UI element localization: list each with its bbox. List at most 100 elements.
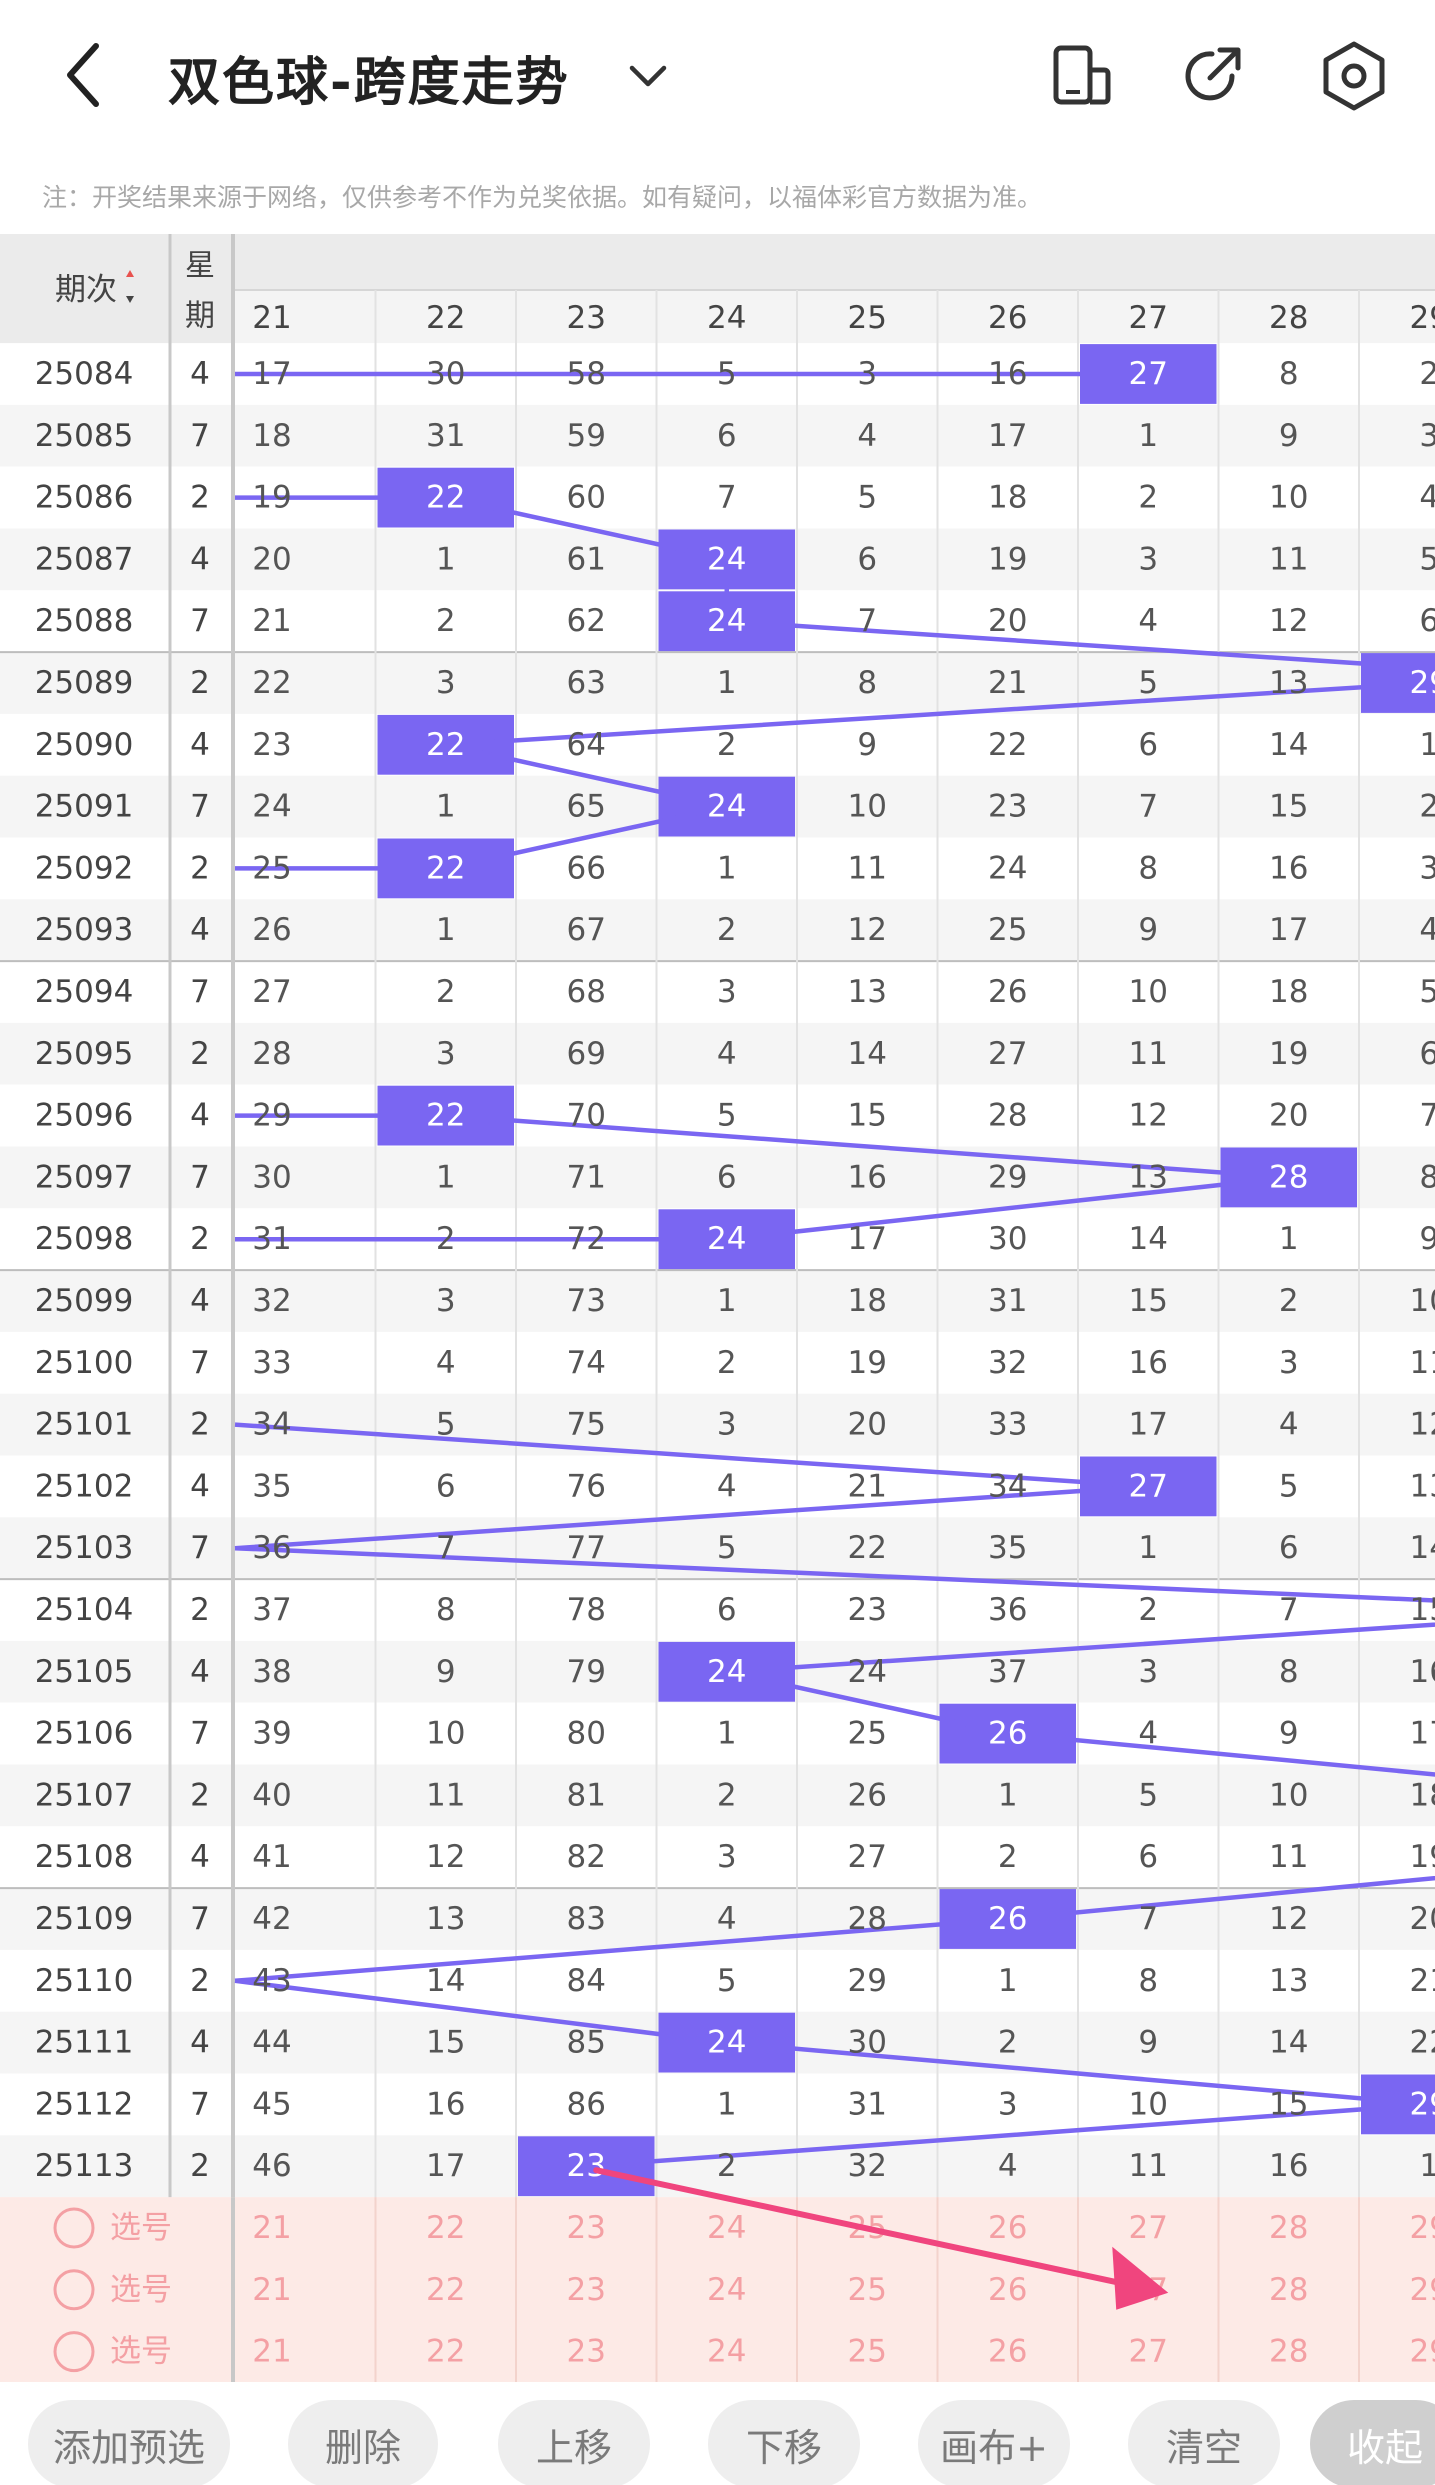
select-number[interactable]: 28 bbox=[1269, 2210, 1308, 2246]
span-cell: 1 bbox=[436, 541, 456, 577]
sort-icon[interactable] bbox=[126, 296, 134, 303]
select-number[interactable]: 24 bbox=[707, 2334, 746, 2370]
span-cell: 24 bbox=[252, 789, 291, 825]
select-number[interactable]: 23 bbox=[567, 2334, 606, 2370]
span-cell: 77 bbox=[567, 1530, 606, 1566]
clear-button[interactable]: 清空 bbox=[1128, 2400, 1280, 2485]
period-cell: 25086 bbox=[35, 480, 134, 516]
span-cell: 1 bbox=[1279, 1221, 1299, 1257]
span-cell: 5 bbox=[717, 1098, 737, 1134]
span-cell: 11 bbox=[1269, 1839, 1308, 1875]
span-cell: 39 bbox=[252, 1716, 291, 1752]
span-cell: 13 bbox=[848, 974, 887, 1010]
add-preselect-button[interactable]: 添加预选 bbox=[28, 2400, 230, 2485]
week-cell: 7 bbox=[190, 1901, 210, 1937]
table-row bbox=[0, 899, 1435, 962]
period-cell: 25100 bbox=[35, 1345, 134, 1381]
radio-circle-icon[interactable] bbox=[53, 2269, 95, 2311]
select-number[interactable]: 27 bbox=[1129, 2210, 1168, 2246]
select-number[interactable]: 21 bbox=[252, 2334, 291, 2370]
radio-circle-icon[interactable] bbox=[53, 2207, 95, 2249]
move-down-button[interactable]: 下移 bbox=[708, 2400, 860, 2485]
select-number[interactable]: 28 bbox=[1269, 2334, 1308, 2370]
span-cell: 26 bbox=[848, 1777, 887, 1813]
span-cell: 20 bbox=[848, 1407, 887, 1443]
delete-button[interactable]: 删除 bbox=[288, 2400, 438, 2485]
device-icon[interactable] bbox=[1042, 36, 1122, 116]
move-up-button[interactable]: 上移 bbox=[498, 2400, 650, 2485]
select-number[interactable]: 22 bbox=[426, 2334, 465, 2370]
span-cell: 6 bbox=[1419, 603, 1435, 639]
select-number[interactable]: 26 bbox=[988, 2334, 1027, 2370]
select-number[interactable]: 27 bbox=[1129, 2334, 1168, 2370]
span-cell: 16 bbox=[1129, 1345, 1168, 1381]
select-number[interactable]: 29 bbox=[1410, 2272, 1435, 2308]
top-bar: 双色球-跨度走势 bbox=[0, 0, 1435, 150]
select-number[interactable]: 21 bbox=[252, 2210, 291, 2246]
select-number[interactable]: 24 bbox=[707, 2210, 746, 2246]
span-cell: 14 bbox=[1410, 1530, 1435, 1566]
select-number[interactable]: 25 bbox=[848, 2334, 887, 2370]
share-icon[interactable] bbox=[1172, 36, 1252, 116]
span-cell: 63 bbox=[567, 665, 606, 701]
span-cell: 33 bbox=[252, 1345, 291, 1381]
span-cell: 30 bbox=[848, 2025, 887, 2061]
chevron-down-icon[interactable] bbox=[618, 52, 678, 102]
select-number[interactable]: 29 bbox=[1410, 2210, 1435, 2246]
span-cell: 42 bbox=[252, 1901, 291, 1937]
settings-hexagon-icon[interactable] bbox=[1314, 36, 1394, 116]
span-cell: 5 bbox=[1419, 974, 1435, 1010]
span-cell: 66 bbox=[567, 850, 606, 886]
span-cell: 9 bbox=[1279, 418, 1299, 454]
select-number[interactable]: 25 bbox=[848, 2272, 887, 2308]
span-column-header: 27 bbox=[1129, 300, 1168, 336]
page-title[interactable]: 双色球-跨度走势 bbox=[168, 53, 570, 113]
span-cell: 10 bbox=[1410, 1283, 1435, 1319]
collapse-button[interactable]: 收起 bbox=[1310, 2400, 1435, 2485]
span-cell: 32 bbox=[252, 1283, 291, 1319]
span-cell: 18 bbox=[252, 418, 291, 454]
radio-circle-icon[interactable] bbox=[53, 2331, 95, 2373]
span-column-header: 29 bbox=[1410, 300, 1435, 336]
select-number[interactable]: 26 bbox=[988, 2272, 1027, 2308]
span-cell: 9 bbox=[1138, 912, 1158, 948]
span-cell: 3 bbox=[717, 1407, 737, 1443]
span-column-header: 26 bbox=[988, 300, 1027, 336]
select-number[interactable]: 21 bbox=[252, 2272, 291, 2308]
select-number[interactable]: 28 bbox=[1269, 2272, 1308, 2308]
week-cell: 4 bbox=[190, 1654, 210, 1690]
span-column-header: 21 bbox=[252, 300, 291, 336]
span-cell: 44 bbox=[252, 2025, 291, 2061]
select-number[interactable]: 23 bbox=[567, 2210, 606, 2246]
span-cell: 2 bbox=[1419, 789, 1435, 825]
span-cell: 6 bbox=[717, 1159, 737, 1195]
span-cell: 31 bbox=[426, 418, 465, 454]
span-cell: 25 bbox=[252, 850, 291, 886]
span-cell: 9 bbox=[1138, 2025, 1158, 2061]
span-cell: 31 bbox=[252, 1221, 291, 1257]
sort-icon[interactable] bbox=[126, 270, 134, 277]
canvas-add-button[interactable]: 画布+ bbox=[918, 2400, 1070, 2485]
select-number[interactable]: 22 bbox=[426, 2210, 465, 2246]
span-cell: 9 bbox=[436, 1654, 456, 1690]
span-cell: 4 bbox=[1279, 1407, 1299, 1443]
span-cell: 8 bbox=[1419, 1159, 1435, 1195]
span-cell: 10 bbox=[1269, 1777, 1308, 1813]
back-arrow-icon[interactable] bbox=[48, 30, 128, 120]
select-number[interactable]: 22 bbox=[426, 2272, 465, 2308]
span-cell: 35 bbox=[252, 1468, 291, 1504]
hit-cell-value: 27 bbox=[1129, 356, 1168, 392]
span-cell: 17 bbox=[426, 2148, 465, 2184]
select-number[interactable]: 23 bbox=[567, 2272, 606, 2308]
select-number[interactable]: 29 bbox=[1410, 2334, 1435, 2370]
span-cell: 5 bbox=[1138, 665, 1158, 701]
select-number[interactable]: 24 bbox=[707, 2272, 746, 2308]
select-label: 选号 bbox=[110, 2272, 172, 2308]
span-cell: 15 bbox=[848, 1098, 887, 1134]
span-cell: 83 bbox=[567, 1901, 606, 1937]
span-cell: 1 bbox=[1419, 727, 1435, 763]
span-cell: 4 bbox=[717, 1901, 737, 1937]
span-cell: 17 bbox=[1410, 1716, 1435, 1752]
select-number[interactable]: 26 bbox=[988, 2210, 1027, 2246]
span-cell: 10 bbox=[848, 789, 887, 825]
